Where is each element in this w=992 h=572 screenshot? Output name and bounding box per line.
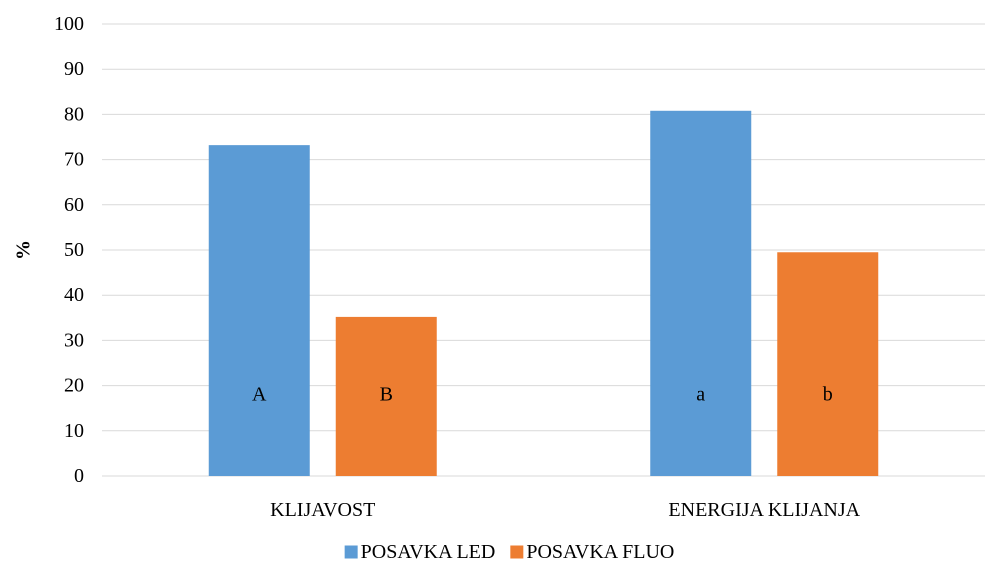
- y-tick-label: 40: [64, 284, 84, 306]
- bar: [335, 316, 437, 476]
- bar-letter-label: B: [380, 384, 393, 406]
- y-axis-label: %: [13, 240, 35, 260]
- y-tick-label: 30: [64, 329, 84, 351]
- bar-letter-label: A: [252, 384, 267, 406]
- legend-label: POSAVKA FLUO: [526, 541, 674, 563]
- bar-letter-label: b: [823, 384, 833, 406]
- bar: [777, 252, 879, 476]
- x-axis-category-labels: KLIJAVOST ENERGIJA KLIJANJA: [270, 499, 860, 521]
- legend-label: POSAVKA LED: [361, 541, 496, 563]
- bar: [650, 110, 752, 476]
- y-tick-label: 0: [74, 465, 84, 487]
- bar-letter-label: a: [696, 384, 705, 406]
- y-tick-label: 100: [54, 13, 84, 35]
- x-category-label: KLIJAVOST: [270, 499, 375, 521]
- y-tick-label: 20: [64, 375, 84, 397]
- y-tick-label: 50: [64, 239, 84, 261]
- bars: [208, 110, 879, 477]
- legend-swatch: [344, 545, 358, 559]
- y-tick-label: 60: [64, 194, 84, 216]
- y-tick-label: 80: [64, 103, 84, 125]
- y-tick-label: 90: [64, 58, 84, 80]
- y-tick-label: 70: [64, 149, 84, 171]
- legend-swatch: [510, 545, 524, 559]
- bar: [208, 145, 310, 477]
- x-category-label: ENERGIJA KLIJANJA: [668, 499, 860, 521]
- legend: POSAVKA LED POSAVKA FLUO: [344, 541, 674, 563]
- y-axis-tick-labels: 0 10 20 30 40 50 60 70 80 90 100: [54, 13, 84, 487]
- y-tick-label: 10: [64, 420, 84, 442]
